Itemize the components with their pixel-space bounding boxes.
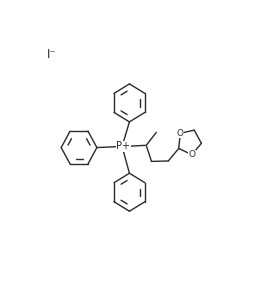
Text: O: O — [177, 129, 184, 138]
Text: O: O — [188, 150, 195, 159]
Text: P+: P+ — [116, 142, 130, 151]
Text: I⁻: I⁻ — [47, 48, 56, 61]
